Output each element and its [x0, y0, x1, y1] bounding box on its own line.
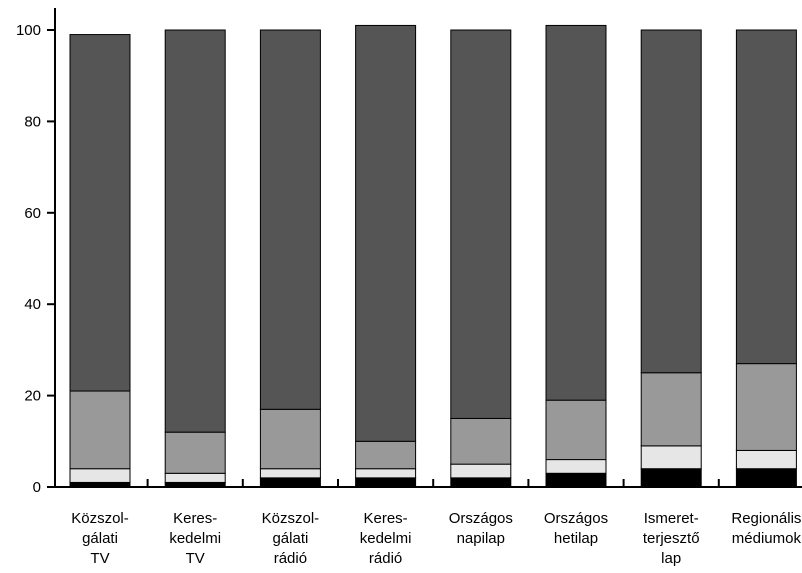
bar-stack [545, 24, 607, 488]
y-tick-label: 40 [24, 296, 41, 313]
bar-segment [69, 481, 131, 488]
bar-segment [735, 29, 797, 365]
bar-segment [69, 390, 131, 470]
bar-stack [259, 29, 321, 488]
bar-segment [450, 29, 512, 419]
category-labels: Közszol-gálati TV Keres-kedelmi TV Közszol-g… [71, 510, 801, 567]
x-category-label: gálati [82, 530, 118, 547]
x-category-label: Közszol- [71, 510, 129, 527]
y-tick-label: 0 [33, 479, 41, 496]
bar-segment [735, 363, 797, 451]
bar-segment [640, 372, 702, 447]
y-tick-label: 20 [24, 388, 41, 405]
x-category-label: lap [661, 550, 681, 567]
bar-segment [640, 468, 702, 488]
x-category-label: Országos [449, 510, 513, 527]
x-category-label: Keres- [173, 510, 217, 527]
bar-stack [69, 34, 131, 488]
bar-stack [355, 24, 417, 488]
bar-segment [355, 24, 417, 442]
bars [69, 24, 797, 488]
bar-segment [450, 417, 512, 465]
bar-segment [450, 477, 512, 488]
bar-segment [545, 24, 607, 401]
bar-segment [259, 29, 321, 410]
y-axis: 0 20 40 60 80 100 [16, 8, 56, 496]
x-category-label: kedelmi [169, 530, 221, 547]
x-category-label: rádió [369, 550, 402, 567]
x-category-label: TV [186, 550, 205, 567]
bar-segment [164, 431, 226, 474]
y-tick-label: 100 [16, 22, 41, 39]
x-category-label: hetilap [554, 530, 598, 547]
bar-segment [355, 477, 417, 488]
x-category-label: Keres- [364, 510, 408, 527]
x-category-label: gálati [272, 530, 308, 547]
x-category-label: rádió [274, 550, 307, 567]
x-category-label: TV [90, 550, 109, 567]
bar-segment [259, 477, 321, 488]
bar-stack [640, 29, 702, 488]
bar-stack [164, 29, 226, 488]
bar-segment [545, 472, 607, 488]
bar-segment [164, 481, 226, 488]
bar-segment [735, 449, 797, 470]
y-tick-label: 80 [24, 113, 41, 130]
x-category-label: Regionális [731, 510, 801, 527]
x-category-label: Országos [544, 510, 608, 527]
x-category-label: Ismeret- [644, 510, 699, 527]
bar-segment [640, 445, 702, 470]
x-category-label: terjesztő [643, 530, 700, 547]
bar-segment [259, 408, 321, 470]
bar-segment [735, 468, 797, 488]
bar-stack [450, 29, 512, 488]
bar-segment [164, 472, 226, 483]
bar-segment [640, 29, 702, 374]
x-category-label: napilap [457, 530, 505, 547]
x-category-label: médiumok [732, 530, 802, 547]
bar-segment [355, 468, 417, 479]
y-tick-label: 60 [24, 205, 41, 222]
bar-segment [545, 399, 607, 461]
bar-segment [545, 459, 607, 474]
bar-segment [69, 34, 131, 392]
bar-segment [164, 29, 226, 433]
bar-segment [69, 468, 131, 483]
x-category-label: kedelmi [360, 530, 412, 547]
bar-segment [450, 463, 512, 479]
bar-stack [735, 29, 797, 488]
bar-segment [355, 440, 417, 470]
x-category-label: Közszol- [262, 510, 320, 527]
bar-segment [259, 468, 321, 479]
